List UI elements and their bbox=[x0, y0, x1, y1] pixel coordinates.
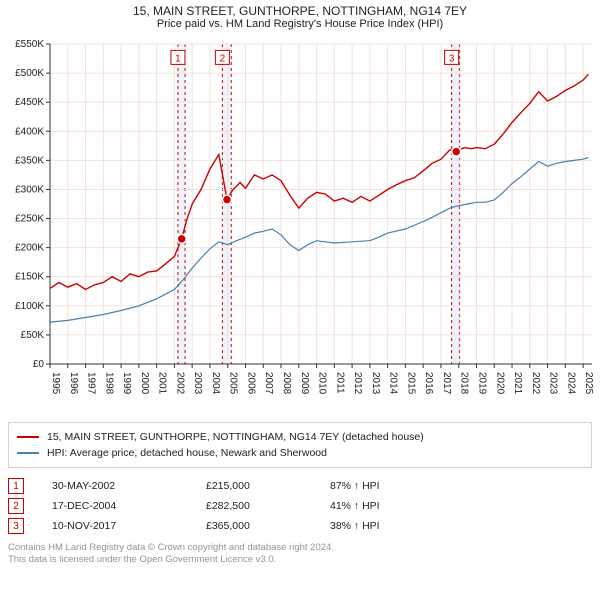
sale-hpi: 87% ↑ HPI bbox=[330, 480, 430, 492]
table-row: 3 10-NOV-2017 £365,000 38% ↑ HPI bbox=[8, 516, 592, 536]
chart-area: £0 £50K £100K £150K £200K £250K £300K £350K £400… bbox=[0, 32, 600, 412]
sale-date: 17-DEC-2004 bbox=[52, 500, 182, 512]
svg-text:2025: 2025 bbox=[583, 372, 594, 395]
sale-hpi: 38% ↑ HPI bbox=[330, 520, 430, 532]
svg-text:1995: 1995 bbox=[50, 372, 61, 395]
svg-text:2011: 2011 bbox=[334, 372, 345, 394]
svg-text:£350K: £350K bbox=[15, 155, 44, 166]
sale-price: £365,000 bbox=[206, 520, 306, 532]
svg-text:2005: 2005 bbox=[228, 372, 239, 395]
legend-swatch bbox=[17, 436, 39, 438]
svg-text:2004: 2004 bbox=[210, 372, 221, 395]
svg-text:2014: 2014 bbox=[388, 372, 399, 395]
chart-container: 15, MAIN STREET, GUNTHORPE, NOTTINGHAM, … bbox=[0, 0, 600, 567]
footer-attribution: Contains HM Land Registry data © Crown c… bbox=[8, 542, 592, 567]
sale-hpi: 41% ↑ HPI bbox=[330, 500, 430, 512]
svg-text:2013: 2013 bbox=[370, 372, 381, 395]
svg-text:2024: 2024 bbox=[565, 372, 576, 395]
sales-table: 1 30-MAY-2002 £215,000 87% ↑ HPI 2 17-DE… bbox=[8, 476, 592, 536]
svg-text:1998: 1998 bbox=[103, 372, 114, 395]
legend-item: 15, MAIN STREET, GUNTHORPE, NOTTINGHAM, … bbox=[17, 429, 583, 445]
svg-text:2019: 2019 bbox=[476, 372, 487, 395]
sale-badge: 1 bbox=[8, 478, 24, 494]
svg-text:2007: 2007 bbox=[263, 372, 274, 395]
svg-text:2003: 2003 bbox=[192, 372, 203, 395]
svg-text:1997: 1997 bbox=[86, 372, 97, 395]
svg-text:2020: 2020 bbox=[494, 372, 505, 395]
svg-text:£150K: £150K bbox=[15, 272, 44, 283]
svg-text:2000: 2000 bbox=[139, 372, 150, 395]
svg-text:2: 2 bbox=[220, 53, 226, 64]
svg-text:£400K: £400K bbox=[15, 126, 44, 137]
legend: 15, MAIN STREET, GUNTHORPE, NOTTINGHAM, … bbox=[8, 422, 592, 468]
svg-text:£550K: £550K bbox=[15, 39, 44, 50]
sale-date: 10-NOV-2017 bbox=[52, 520, 182, 532]
svg-text:2021: 2021 bbox=[512, 372, 523, 395]
svg-text:£250K: £250K bbox=[15, 214, 44, 225]
svg-text:1: 1 bbox=[175, 53, 181, 64]
svg-text:2017: 2017 bbox=[441, 372, 452, 395]
svg-text:2010: 2010 bbox=[317, 372, 328, 395]
svg-text:2016: 2016 bbox=[423, 372, 434, 395]
table-row: 2 17-DEC-2004 £282,500 41% ↑ HPI bbox=[8, 496, 592, 516]
footer-line: Contains HM Land Registry data © Crown c… bbox=[8, 542, 592, 554]
title-line-2: Price paid vs. HM Land Registry's House … bbox=[0, 18, 600, 30]
svg-text:£500K: £500K bbox=[15, 68, 44, 79]
svg-text:£450K: £450K bbox=[15, 97, 44, 108]
sale-badge: 2 bbox=[8, 498, 24, 514]
svg-text:2022: 2022 bbox=[530, 372, 541, 395]
sale-badge: 3 bbox=[8, 518, 24, 534]
svg-text:£50K: £50K bbox=[21, 330, 45, 341]
svg-text:2008: 2008 bbox=[281, 372, 292, 395]
title-line-1: 15, MAIN STREET, GUNTHORPE, NOTTINGHAM, … bbox=[0, 4, 600, 18]
svg-text:2009: 2009 bbox=[299, 372, 310, 395]
table-row: 1 30-MAY-2002 £215,000 87% ↑ HPI bbox=[8, 476, 592, 496]
footer-line: This data is licensed under the Open Gov… bbox=[8, 554, 592, 566]
svg-text:2023: 2023 bbox=[548, 372, 559, 395]
legend-label: 15, MAIN STREET, GUNTHORPE, NOTTINGHAM, … bbox=[47, 429, 424, 445]
svg-text:2006: 2006 bbox=[245, 372, 256, 395]
chart-svg: £0 £50K £100K £150K £200K £250K £300K £350K £400… bbox=[0, 32, 600, 412]
svg-text:£0: £0 bbox=[33, 359, 45, 370]
legend-label: HPI: Average price, detached house, Newa… bbox=[47, 445, 327, 461]
svg-text:2001: 2001 bbox=[157, 372, 168, 395]
svg-text:1999: 1999 bbox=[121, 372, 132, 395]
svg-text:£100K: £100K bbox=[15, 301, 44, 312]
legend-swatch bbox=[17, 452, 39, 454]
svg-text:£300K: £300K bbox=[15, 184, 44, 195]
legend-item: HPI: Average price, detached house, Newa… bbox=[17, 445, 583, 461]
svg-text:2002: 2002 bbox=[174, 372, 185, 395]
sale-price: £215,000 bbox=[206, 480, 306, 492]
sale-price: £282,500 bbox=[206, 500, 306, 512]
svg-text:1996: 1996 bbox=[68, 372, 79, 395]
svg-text:2018: 2018 bbox=[459, 372, 470, 395]
svg-text:2012: 2012 bbox=[352, 372, 363, 395]
sale-date: 30-MAY-2002 bbox=[52, 480, 182, 492]
chart-titles: 15, MAIN STREET, GUNTHORPE, NOTTINGHAM, … bbox=[0, 0, 600, 32]
svg-text:3: 3 bbox=[449, 53, 455, 64]
svg-text:2015: 2015 bbox=[405, 372, 416, 395]
svg-text:£200K: £200K bbox=[15, 243, 44, 254]
